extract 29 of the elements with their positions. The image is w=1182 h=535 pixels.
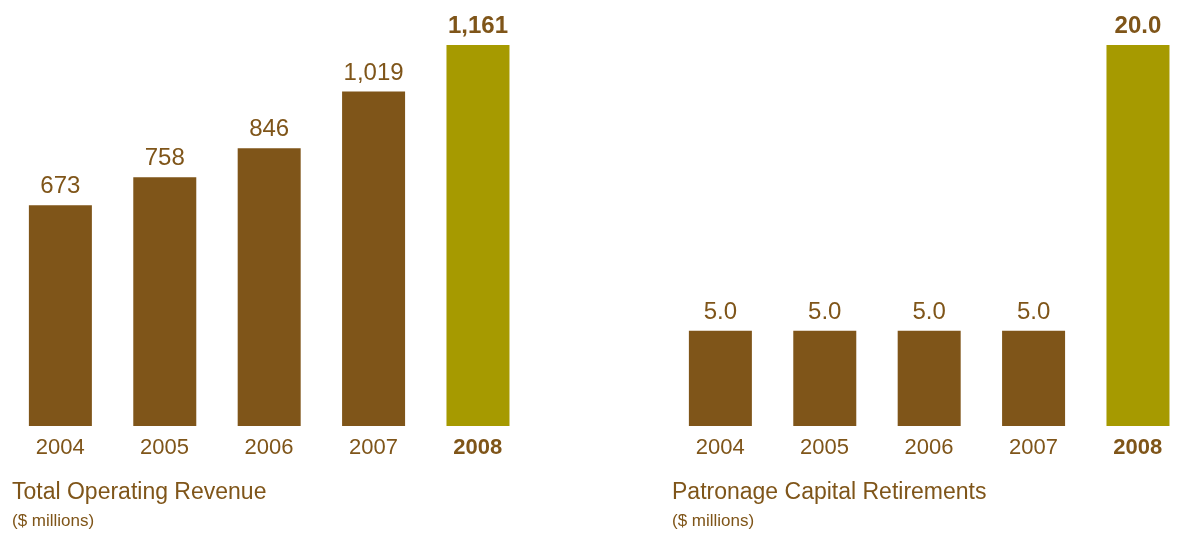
data-label: 758 xyxy=(144,143,185,171)
x-tick-label: 2005 xyxy=(140,434,190,459)
x-tick-label: 2008 xyxy=(453,434,503,459)
data-label: 1,161 xyxy=(447,11,509,38)
x-tick-label: 2005 xyxy=(800,434,850,459)
data-label: 673 xyxy=(40,171,81,199)
bar xyxy=(446,45,510,426)
x-tick-label: 2004 xyxy=(35,434,85,459)
data-label: 1,019 xyxy=(343,57,404,85)
text: ($ millions) xyxy=(672,511,756,531)
data-label: 5.0 xyxy=(703,296,738,324)
text: Patronage Capital Retirements xyxy=(672,478,988,505)
data-label: 5.0 xyxy=(1016,296,1051,324)
bar xyxy=(133,177,197,426)
x-tick-label: 2006 xyxy=(244,434,294,459)
bar xyxy=(237,148,301,426)
text: ($ millions) xyxy=(12,511,96,531)
x-tick-label: 2006 xyxy=(904,434,954,459)
x-tick-label: 2007 xyxy=(348,434,398,459)
data-label: 20.0 xyxy=(1114,11,1162,38)
x-tick-label: 2004 xyxy=(695,434,745,459)
data-label: 5.0 xyxy=(912,296,946,324)
bar xyxy=(342,91,406,426)
bar xyxy=(28,205,92,426)
x-tick-label: 2008 xyxy=(1113,434,1163,459)
x-tick-label: 2007 xyxy=(1008,434,1058,459)
data-label: 846 xyxy=(249,114,290,142)
data-label: 5.0 xyxy=(808,296,842,324)
text: Total Operating Revenue xyxy=(12,478,268,505)
